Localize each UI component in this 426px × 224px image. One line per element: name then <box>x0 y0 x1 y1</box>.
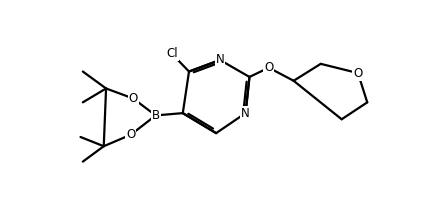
Text: N: N <box>241 107 249 120</box>
Text: B: B <box>151 109 159 122</box>
Text: O: O <box>128 92 138 105</box>
Text: O: O <box>352 67 362 80</box>
Text: N: N <box>215 54 224 67</box>
Text: Cl: Cl <box>166 47 177 60</box>
Text: O: O <box>264 61 273 74</box>
Text: O: O <box>126 128 135 141</box>
